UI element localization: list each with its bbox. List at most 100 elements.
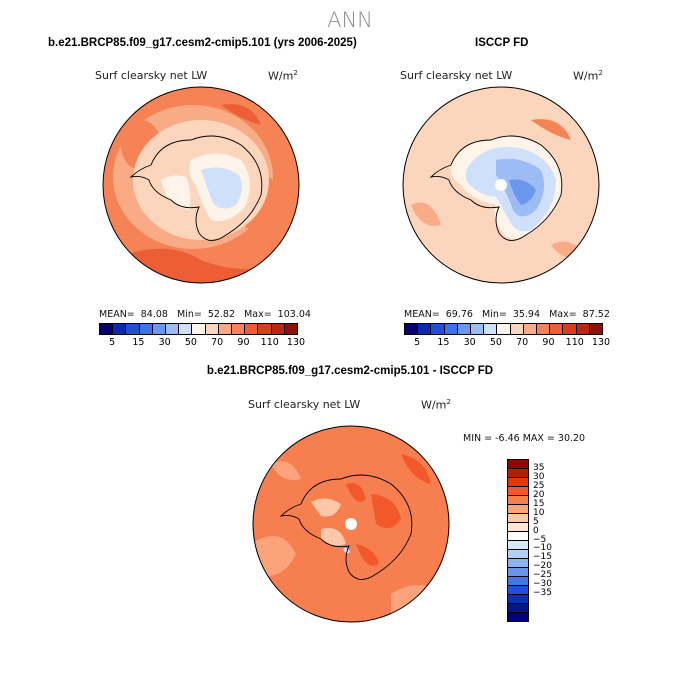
colorbar-tick-label: −25 [533, 570, 552, 581]
colorbar-swatch [563, 324, 577, 334]
colorbar-tick-label: 110 [565, 337, 584, 348]
colorbar-swatch [508, 496, 528, 505]
panel-2-units: W/m2 [573, 69, 603, 83]
colorbar-swatch [205, 324, 219, 334]
panel-1-variable-label: Surf clearsky net LW [95, 69, 208, 82]
colorbar-swatch [523, 324, 538, 334]
colorbar-tick-label: 5 [109, 337, 116, 348]
panel-3-variable-label: Surf clearsky net LW [248, 398, 361, 411]
colorbar-tick-label: −15 [533, 552, 552, 563]
colorbar-swatch [508, 604, 528, 613]
colorbar-swatch [139, 324, 153, 334]
colorbar-swatch [589, 324, 603, 334]
colorbar-swatch [508, 613, 528, 621]
colorbar-swatch [418, 324, 432, 334]
colorbar-tick-label: 30 [463, 337, 476, 348]
colorbar-tick-label: −20 [533, 561, 552, 572]
colorbar-swatch [576, 324, 590, 334]
colorbar-swatch [510, 324, 524, 334]
colorbar-swatch [508, 577, 528, 586]
colorbar-swatch [405, 324, 419, 334]
panel-3-title: b.e21.BRCP85.f09_g17.cesm2-cmip5.101 - I… [206, 365, 494, 377]
figure-title: ANN [327, 8, 373, 32]
colorbar-tick-label: 5 [414, 337, 421, 348]
colorbar-tick-label: 90 [237, 337, 250, 348]
colorbar-tick-label: 15 [437, 337, 450, 348]
panel-1-units: W/m2 [268, 69, 298, 83]
colorbar-swatch [508, 586, 528, 595]
colorbar-swatch [508, 541, 528, 550]
colorbar-swatch [271, 324, 285, 334]
colorbar-tick-label: 10 [533, 507, 545, 518]
colorbar-swatch [113, 324, 127, 334]
colorbar-swatch [550, 324, 564, 334]
panel-2-colorbar-ticks: 5 15 30 50 70 90 110 130 [404, 337, 610, 349]
colorbar-swatch [232, 324, 246, 334]
colorbar-tick-label: −35 [533, 588, 552, 599]
colorbar-swatch [508, 523, 528, 532]
colorbar-tick-label: 15 [132, 337, 145, 348]
colorbar-swatch [508, 568, 528, 577]
colorbar-swatch [179, 324, 193, 334]
colorbar-swatch [457, 324, 472, 334]
colorbar-tick-label: 20 [533, 489, 545, 500]
panel-1-title: b.e21.BRCP85.f09_g17.cesm2-cmip5.101 (yr… [48, 37, 357, 49]
colorbar-swatch [471, 324, 485, 334]
colorbar-tick-label: 50 [184, 337, 197, 348]
colorbar-tick-label: 90 [542, 337, 555, 348]
panel-2-variable-label: Surf clearsky net LW [400, 69, 513, 82]
colorbar-swatch [192, 324, 206, 334]
colorbar-swatch [508, 460, 528, 469]
colorbar-tick-label: 70 [516, 337, 529, 348]
colorbar-tick-label: 0 [533, 525, 539, 536]
panel-3-colorbar [507, 459, 529, 622]
colorbar-swatch [508, 514, 528, 523]
colorbar-tick-label: 5 [533, 516, 539, 527]
colorbar-swatch [497, 324, 511, 334]
colorbar-tick-label: −30 [533, 579, 552, 590]
colorbar-tick-label: 70 [211, 337, 224, 348]
panel-1-stats: MEAN= 84.08 Min= 52.82 Max= 103.04 [99, 309, 311, 320]
colorbar-swatch [537, 324, 551, 334]
colorbar-tick-label: 130 [286, 337, 306, 348]
colorbar-tick-label: −5 [533, 534, 547, 545]
colorbar-tick-label: 25 [533, 480, 545, 491]
colorbar-tick-label: 35 [533, 462, 545, 473]
colorbar-swatch [508, 550, 528, 559]
colorbar-swatch [218, 324, 233, 334]
panel-2-title: ISCCP FD [475, 37, 529, 49]
colorbar-swatch [508, 505, 528, 514]
colorbar-swatch [284, 324, 298, 334]
colorbar-swatch [508, 469, 528, 478]
panel-2-polar-map [402, 86, 600, 284]
panel-1-colorbar-ticks: 5 15 30 50 70 90 110 130 [99, 337, 305, 349]
colorbar-swatch [484, 324, 498, 334]
colorbar-swatch [508, 487, 528, 496]
colorbar-swatch [444, 324, 458, 334]
colorbar-tick-label: −10 [533, 543, 552, 554]
panel-1-colorbar [99, 323, 298, 335]
panel-2-stats: MEAN= 69.76 Min= 35.94 Max= 87.52 [404, 309, 610, 320]
colorbar-swatch [100, 324, 114, 334]
colorbar-swatch [166, 324, 180, 334]
panel-2-colorbar [404, 323, 603, 335]
panel-3-colorbar-ticks: 35 30 25 20 15 10 5 0 −5 −10 −15 −20 −25 −30 −35 [533, 459, 573, 620]
colorbar-tick-label: 50 [489, 337, 502, 348]
colorbar-swatch [126, 324, 140, 334]
colorbar-swatch [508, 595, 528, 604]
colorbar-tick-label: 15 [533, 498, 545, 509]
colorbar-swatch [245, 324, 259, 334]
panel-3-units: W/m2 [421, 398, 451, 412]
panel-3-stats: MIN = -6.46 MAX = 30.20 [463, 433, 586, 444]
panel-1-polar-map [102, 86, 300, 284]
colorbar-swatch [152, 324, 167, 334]
panel-3-polar-map [252, 425, 450, 623]
colorbar-swatch [508, 532, 528, 541]
colorbar-swatch [508, 559, 528, 568]
colorbar-swatch [508, 478, 528, 487]
colorbar-tick-label: 130 [591, 337, 611, 348]
colorbar-tick-label: 30 [158, 337, 171, 348]
colorbar-tick-label: 110 [260, 337, 279, 348]
colorbar-swatch [431, 324, 445, 334]
colorbar-tick-label: 30 [533, 471, 545, 482]
